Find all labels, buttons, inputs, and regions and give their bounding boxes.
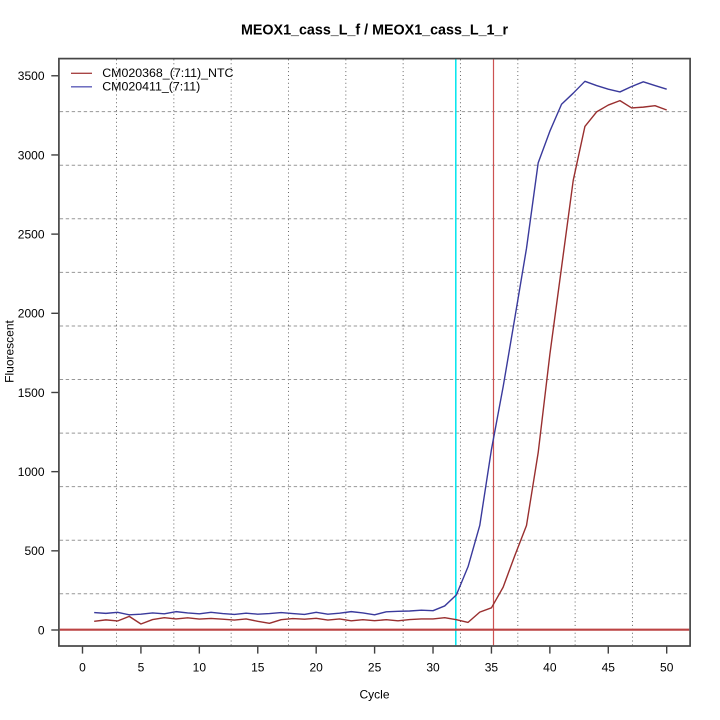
svg-text:45: 45 <box>602 661 616 675</box>
svg-text:25: 25 <box>368 661 382 675</box>
svg-text:CM020368_(7:11)_NTC: CM020368_(7:11)_NTC <box>102 66 233 80</box>
svg-text:CM020411_(7:11): CM020411_(7:11) <box>102 80 200 94</box>
svg-text:0: 0 <box>79 661 86 675</box>
svg-text:3500: 3500 <box>18 69 45 83</box>
svg-text:500: 500 <box>24 544 44 558</box>
svg-text:10: 10 <box>193 661 207 675</box>
svg-text:30: 30 <box>426 661 440 675</box>
svg-text:2500: 2500 <box>18 227 45 241</box>
svg-text:20: 20 <box>310 661 324 675</box>
svg-text:MEOX1_cass_L_f / MEOX1_cass_L_: MEOX1_cass_L_f / MEOX1_cass_L_1_r <box>241 23 508 39</box>
svg-text:Fluorescent: Fluorescent <box>3 319 17 382</box>
svg-text:50: 50 <box>660 661 674 675</box>
svg-text:40: 40 <box>543 661 557 675</box>
svg-text:2000: 2000 <box>18 307 45 321</box>
svg-text:5: 5 <box>138 661 145 675</box>
svg-text:Cycle: Cycle <box>359 687 389 701</box>
svg-text:0: 0 <box>38 623 45 637</box>
svg-text:35: 35 <box>485 661 499 675</box>
svg-text:3000: 3000 <box>18 148 45 162</box>
svg-text:15: 15 <box>251 661 265 675</box>
svg-text:1500: 1500 <box>18 386 45 400</box>
svg-text:1000: 1000 <box>18 465 45 479</box>
